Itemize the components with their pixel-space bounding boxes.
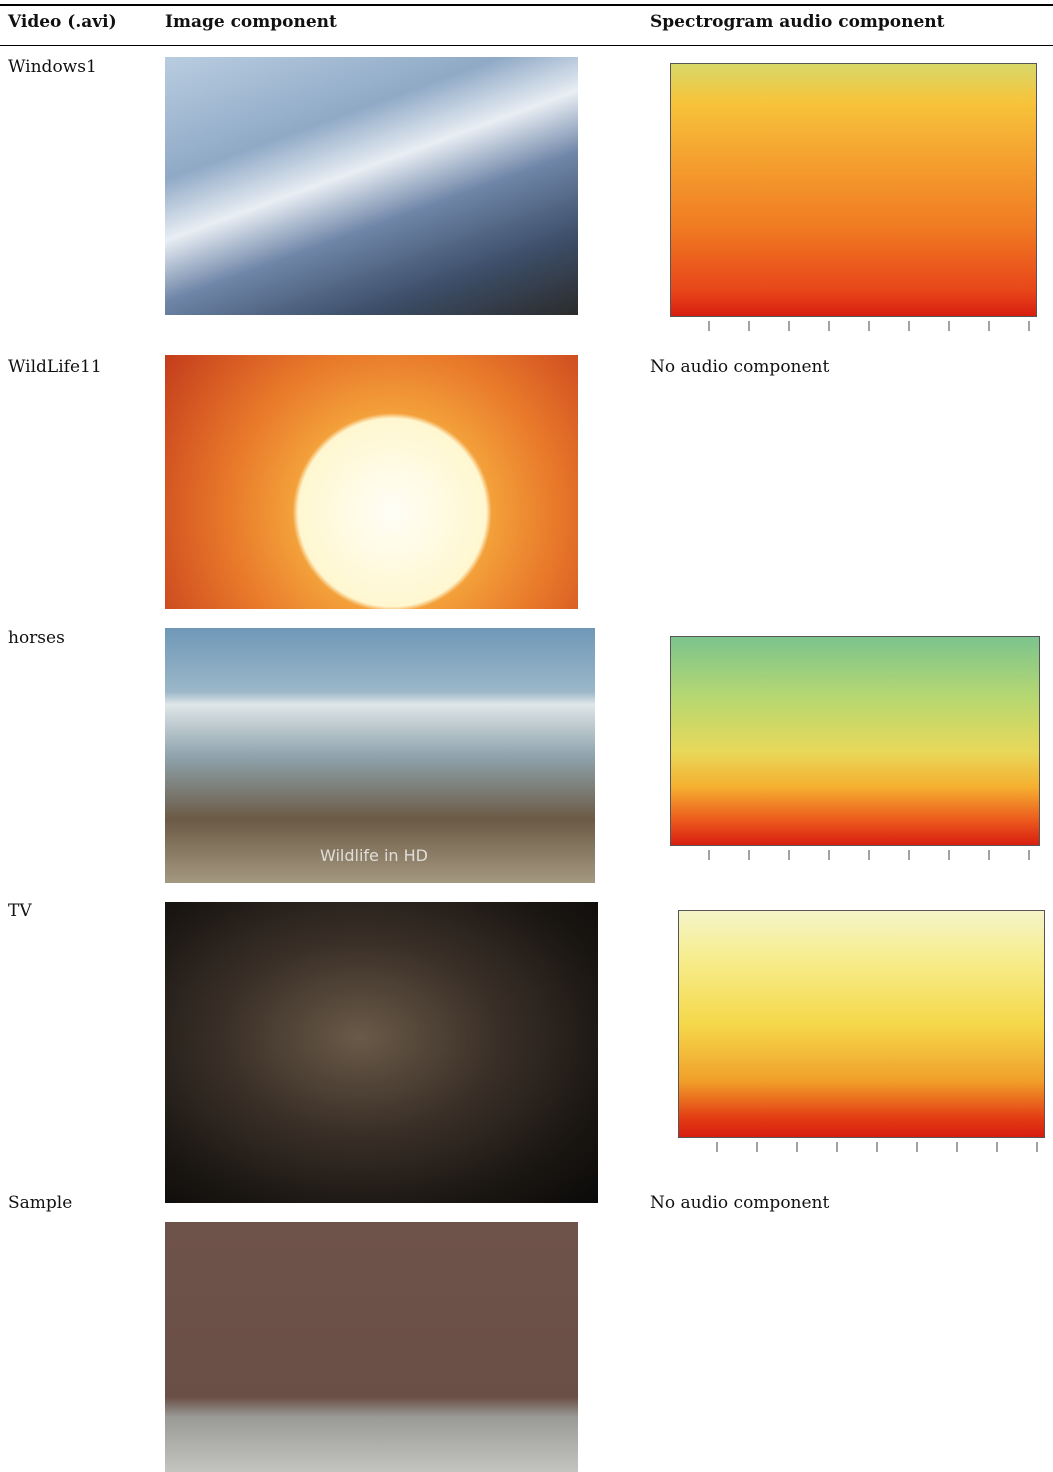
spectrogram [640,55,1045,343]
header-cell: Video (.avi) [8,12,117,32]
no-audio-text: No audio component [650,1193,829,1213]
video-name: horses [8,628,65,648]
header-cell: Image component [165,12,337,32]
video-name: Sample [8,1193,72,1213]
header-rule [0,45,1053,46]
no-audio-text: No audio component [650,357,829,377]
top-rule [0,4,1053,6]
video-name: Windows1 [8,57,97,77]
image-thumbnail: Wildlife in HD [165,628,595,883]
header-cell: Spectrogram audio component [650,12,945,32]
page: Video (.avi) Image component Spectrogram… [0,0,1053,1472]
image-thumbnail [165,1222,578,1472]
image-thumbnail [165,902,598,1203]
image-caption: Wildlife in HD [320,846,428,865]
image-thumbnail [165,355,578,609]
video-name: TV [8,901,32,921]
video-name: WildLife11 [8,357,102,377]
spectrogram [640,628,1048,872]
image-thumbnail [165,57,578,315]
spectrogram [648,902,1053,1164]
